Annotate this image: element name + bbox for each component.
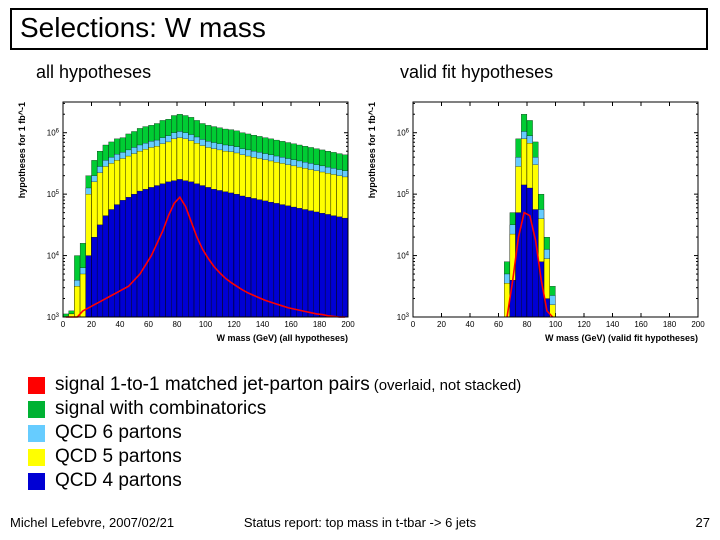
svg-text:40: 40: [116, 320, 125, 329]
svg-text:106: 106: [397, 129, 410, 138]
svg-text:80: 80: [173, 320, 182, 329]
chart-right: 0 20 40 60 80 100 120 140 160 180 200 103 104 105 106 W…: [358, 90, 708, 360]
legend: signal 1-to-1 matched jet-parton pairs(o…: [28, 374, 521, 494]
svg-text:W mass (GeV) (valid fit hypoth: W mass (GeV) (valid fit hypotheses): [545, 333, 698, 343]
legend-item: QCD 4 partons: [28, 470, 521, 492]
legend-swatch: [28, 449, 45, 466]
title-box: Selections: W mass: [10, 8, 708, 50]
svg-text:hypotheses for 1 fb^-1: hypotheses for 1 fb^-1: [367, 102, 377, 198]
svg-text:60: 60: [494, 320, 503, 329]
svg-text:200: 200: [341, 320, 355, 329]
svg-text:0: 0: [61, 320, 66, 329]
legend-label: signal 1-to-1 matched jet-parton pairs: [55, 374, 370, 396]
footer-right: 27: [696, 515, 710, 530]
legend-swatch: [28, 473, 45, 490]
legend-label: QCD 4 partons: [55, 470, 182, 492]
svg-text:180: 180: [313, 320, 327, 329]
svg-text:180: 180: [663, 320, 677, 329]
svg-text:20: 20: [437, 320, 446, 329]
legend-note: (overlaid, not stacked): [374, 377, 522, 394]
svg-text:hypotheses for 1 fb^-1: hypotheses for 1 fb^-1: [17, 102, 27, 198]
svg-text:140: 140: [606, 320, 620, 329]
chart-left: 0 20 40 60 80 100 120 140 160 180 200 103 104 105 106 W…: [8, 90, 358, 360]
svg-text:120: 120: [577, 320, 591, 329]
svg-text:160: 160: [634, 320, 648, 329]
charts-row: 020406080100120140160180200103104105106W…: [8, 90, 712, 360]
legend-swatch: [28, 425, 45, 442]
footer-center: Status report: top mass in t-tbar -> 6 j…: [0, 515, 720, 530]
svg-text:105: 105: [47, 190, 60, 199]
svg-text:80: 80: [523, 320, 532, 329]
svg-text:60: 60: [144, 320, 153, 329]
svg-text:100: 100: [549, 320, 563, 329]
svg-text:200: 200: [691, 320, 705, 329]
svg-text:120: 120: [227, 320, 241, 329]
svg-text:106: 106: [47, 129, 60, 138]
legend-swatch: [28, 377, 45, 394]
legend-item: signal with combinatorics: [28, 398, 521, 420]
svg-text:100: 100: [199, 320, 213, 329]
svg-text:103: 103: [397, 313, 410, 322]
legend-swatch: [28, 401, 45, 418]
legend-item: signal 1-to-1 matched jet-parton pairs(o…: [28, 374, 521, 396]
svg-text:103: 103: [47, 313, 60, 322]
legend-label: QCD 5 partons: [55, 446, 182, 468]
svg-text:0: 0: [411, 320, 416, 329]
svg-text:W mass (GeV) (all hypotheses): W mass (GeV) (all hypotheses): [216, 333, 348, 343]
subhead-right: valid fit hypotheses: [400, 62, 553, 83]
svg-text:105: 105: [397, 190, 410, 199]
svg-text:40: 40: [466, 320, 475, 329]
legend-item: QCD 6 partons: [28, 422, 521, 444]
svg-text:104: 104: [47, 252, 60, 261]
svg-text:20: 20: [87, 320, 96, 329]
svg-text:104: 104: [397, 252, 410, 261]
legend-item: QCD 5 partons: [28, 446, 521, 468]
legend-label: signal with combinatorics: [55, 398, 266, 420]
subhead-left: all hypotheses: [36, 62, 151, 83]
svg-text:160: 160: [284, 320, 298, 329]
page-title: Selections: W mass: [20, 12, 266, 43]
svg-text:140: 140: [256, 320, 270, 329]
slide: Selections: W mass all hypotheses valid …: [0, 0, 720, 540]
legend-label: QCD 6 partons: [55, 422, 182, 444]
